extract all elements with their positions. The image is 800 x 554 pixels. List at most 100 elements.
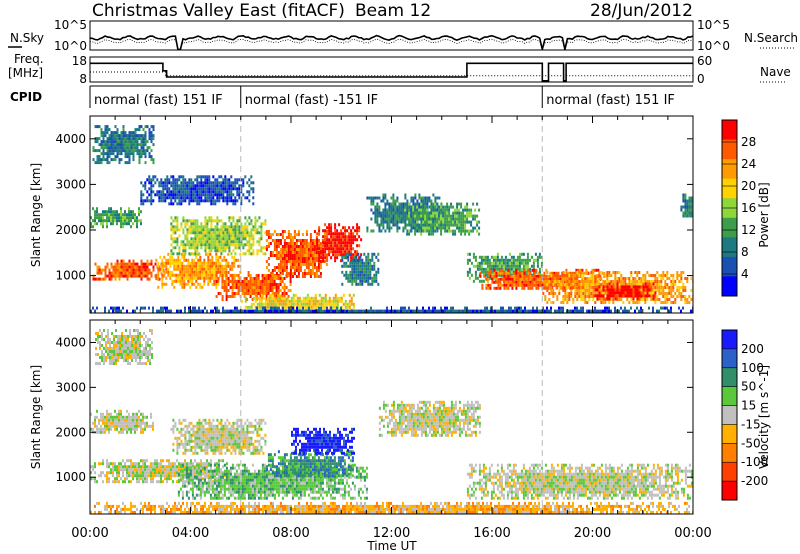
heatmap-cell xyxy=(283,251,286,254)
heatmap-cell xyxy=(130,274,133,278)
heatmap-cell xyxy=(462,223,465,227)
heatmap-cell xyxy=(163,255,166,259)
heatmap-cell xyxy=(502,267,505,271)
heatmap-cell xyxy=(206,225,209,229)
heatmap-cell xyxy=(213,270,216,274)
heatmap-cell xyxy=(287,254,290,257)
heatmap-cell xyxy=(604,280,607,283)
heatmap-cell xyxy=(242,225,245,229)
heatmap-cell xyxy=(211,261,214,265)
heatmap-cell xyxy=(200,309,202,313)
heatmap-cell xyxy=(298,299,301,303)
heatmap-cell xyxy=(271,251,274,254)
heatmap-cell xyxy=(122,143,125,147)
heatmap-cell xyxy=(361,267,364,271)
heatmap-cell xyxy=(238,228,241,232)
heatmap-cell xyxy=(265,245,268,248)
heatmap-cell xyxy=(384,202,387,206)
heatmap-cell xyxy=(160,193,163,197)
heatmap-cell xyxy=(310,309,312,313)
heatmap-cell xyxy=(138,274,141,278)
heatmap-cell xyxy=(586,286,589,289)
heatmap-cell xyxy=(232,216,235,220)
heatmap-cell xyxy=(626,294,629,298)
heatmap-cell xyxy=(202,187,205,191)
heatmap-cell xyxy=(501,271,504,275)
heatmap-cell xyxy=(261,283,264,286)
heatmap-cell xyxy=(468,267,471,271)
heatmap-cell xyxy=(114,149,117,153)
heatmap-cell xyxy=(207,282,210,286)
heatmap-cell xyxy=(622,285,625,289)
heatmap-cell xyxy=(236,199,239,203)
heatmap-cell xyxy=(120,262,123,266)
heatmap-cell xyxy=(636,297,639,301)
heatmap-cell xyxy=(128,274,131,278)
heatmap-cell xyxy=(377,270,380,274)
heatmap-cell xyxy=(352,309,354,313)
heatmap-cell xyxy=(233,261,236,265)
heatmap-cell xyxy=(678,292,681,295)
heatmap-cell xyxy=(208,228,211,232)
heatmap-cell xyxy=(181,264,184,268)
heatmap-cell xyxy=(126,268,129,272)
heatmap-cell xyxy=(209,273,212,277)
heatmap-cell xyxy=(150,202,153,206)
heatmap-cell xyxy=(320,256,323,260)
heatmap-cell xyxy=(314,302,317,306)
heatmap-cell xyxy=(684,289,687,292)
heatmap-cell xyxy=(134,219,136,223)
heatmap-cell xyxy=(394,199,397,203)
heatmap-cell xyxy=(130,137,133,141)
heatmap-cell xyxy=(466,261,469,265)
heatmap-cell xyxy=(124,268,127,272)
heatmap-cell xyxy=(527,280,530,284)
heatmap-cell xyxy=(380,211,383,215)
heatmap-cell xyxy=(104,125,107,129)
heatmap-cell xyxy=(566,286,569,289)
heatmap-cell xyxy=(287,251,290,254)
heatmap-cell xyxy=(230,175,233,179)
heatmap-cell xyxy=(275,292,278,295)
heatmap-cell xyxy=(130,271,133,275)
heatmap-cell xyxy=(222,228,225,232)
heatmap-cell xyxy=(297,269,300,272)
heatmap-cell xyxy=(208,190,211,194)
heatmap-cell xyxy=(367,258,370,262)
heatmap-cell xyxy=(203,258,206,262)
heatmap-cell xyxy=(359,255,362,259)
heatmap-cell xyxy=(600,277,603,280)
heatmap-cell xyxy=(630,298,633,301)
heatmap-cell xyxy=(363,279,366,283)
heatmap-cell xyxy=(206,228,209,232)
heatmap-cell xyxy=(132,155,135,159)
heatmap-cell xyxy=(523,268,526,272)
heatmap-cell xyxy=(285,286,288,289)
heatmap-cell xyxy=(130,219,132,223)
heatmap-cell xyxy=(547,274,550,278)
heatmap-cell xyxy=(132,274,135,278)
heatmap-cell xyxy=(390,208,393,212)
heatmap-cell xyxy=(104,143,107,147)
heatmap-cell xyxy=(172,252,175,256)
heatmap-cell xyxy=(238,243,241,247)
heatmap-cell xyxy=(228,231,231,235)
heatmap-cell xyxy=(106,262,109,266)
heatmap-cell xyxy=(157,261,160,265)
heatmap-cell xyxy=(365,273,368,277)
heatmap-cell xyxy=(265,295,268,298)
heatmap-cell xyxy=(360,309,362,313)
heatmap-cell xyxy=(363,261,366,265)
heatmap-cell xyxy=(110,265,113,269)
heatmap-cell xyxy=(424,196,427,200)
heatmap-cell xyxy=(348,309,350,313)
heatmap-cell xyxy=(634,285,637,289)
heatmap-cell xyxy=(596,288,599,292)
heatmap-cell xyxy=(242,246,245,250)
nsearch-label: N.Search xyxy=(744,31,798,45)
heatmap-cell xyxy=(503,274,506,278)
heatmap-cell xyxy=(270,293,273,297)
heatmap-cell xyxy=(376,223,379,227)
heatmap-cell xyxy=(114,146,117,150)
heatmap-cell xyxy=(259,289,262,292)
